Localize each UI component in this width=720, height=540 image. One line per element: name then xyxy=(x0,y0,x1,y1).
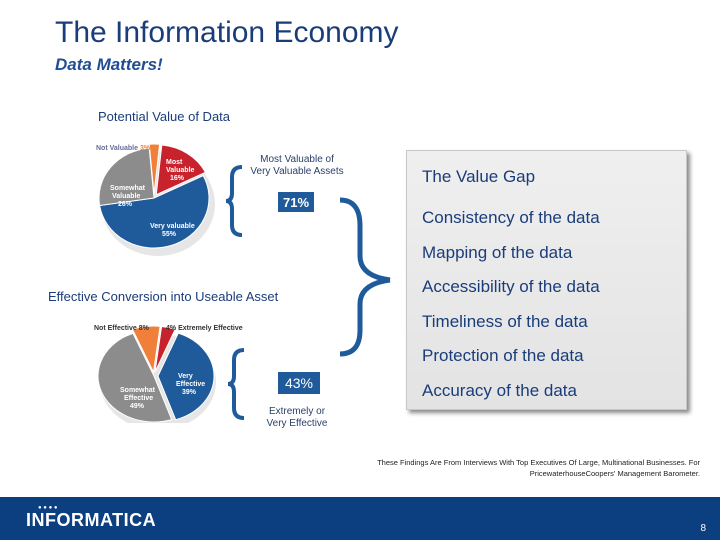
svg-text:49%: 49% xyxy=(130,403,145,410)
page-title: The Information Economy xyxy=(55,16,399,49)
slice-label-extremely-effective: 4% Extremely Effective xyxy=(166,325,243,332)
pie-slice-very-valuable xyxy=(99,174,210,249)
list-item: Accuracy of the data xyxy=(422,380,577,400)
value-gap-panel: The Value Gap Consistency of the data Ma… xyxy=(406,150,687,410)
footer-bar: ● ● ● ● INFORMATICA 8 xyxy=(0,497,720,540)
value-pie-chart: Not Valuable 3% Most Valuable 16% Somewh… xyxy=(96,143,215,256)
value-badge: 71% xyxy=(278,192,314,212)
svg-text:39%: 39% xyxy=(182,389,197,396)
slice-label-very-valuable: Very valuable xyxy=(150,223,195,230)
svg-text:55%: 55% xyxy=(162,231,177,238)
slice-label-not-effective: Not Effective 8% xyxy=(94,325,150,332)
pie-slice-somewhat-effective xyxy=(97,332,173,423)
informatica-logo: INFORMATICA xyxy=(26,510,157,530)
pie-slice-most-valuable xyxy=(155,144,207,196)
conversion-bracket-label: Extremely or Very Effective xyxy=(266,406,328,429)
slice-label-not-valuable: Not Valuable 3% xyxy=(96,145,151,152)
slice-label-most-valuable: Most xyxy=(166,159,183,166)
value-gap-title: The Value Gap xyxy=(422,167,536,186)
page-number: 8 xyxy=(700,523,706,534)
svg-text:Effective: Effective xyxy=(176,381,205,388)
svg-text:16%: 16% xyxy=(170,175,185,182)
list-item: Consistency of the data xyxy=(422,208,600,227)
slice-label-somewhat-effective: Somewhat xyxy=(120,387,156,394)
pie-slice-not-effective xyxy=(131,325,161,374)
brace-small-2 xyxy=(228,348,245,420)
conversion-heading: Effective Conversion into Useable Asset xyxy=(48,289,279,304)
pie-slice-extremely-effective xyxy=(154,325,176,373)
slice-label-somewhat-valuable: Somewhat xyxy=(110,185,146,192)
value-gap-list: Consistency of the data Mapping of the d… xyxy=(422,208,600,415)
svg-text:Valuable: Valuable xyxy=(112,193,141,200)
pie-slice-somewhat-valuable xyxy=(98,147,155,207)
conversion-badge: 43% xyxy=(278,372,320,394)
logo-dots-icon: ● ● ● ● xyxy=(38,505,58,511)
svg-text:Effective: Effective xyxy=(124,395,153,402)
conversion-pie-chart: Not Effective 8% 4% Extremely Effective … xyxy=(94,325,243,423)
footnote: These Findings Are From Interviews With … xyxy=(377,458,700,478)
slice-label-very-effective: Very xyxy=(178,373,193,380)
svg-text:26%: 26% xyxy=(118,201,133,208)
pie-slice-very-effective xyxy=(157,332,215,421)
brace-large-top xyxy=(339,197,391,357)
pie-slice-not-valuable xyxy=(148,143,161,195)
list-item: Protection of the data xyxy=(422,346,584,365)
brace-small-1 xyxy=(226,165,243,237)
value-heading: Potential Value of Data xyxy=(98,109,231,124)
list-item: Accessibility of the data xyxy=(422,277,600,296)
svg-text:Valuable: Valuable xyxy=(166,167,195,174)
value-bracket-label: Most Valuable of Very Valuable Assets xyxy=(250,154,344,177)
list-item: Mapping of the data xyxy=(422,242,573,262)
page-subtitle: Data Matters! xyxy=(55,55,163,74)
list-item: Timeliness of the data xyxy=(422,311,588,331)
